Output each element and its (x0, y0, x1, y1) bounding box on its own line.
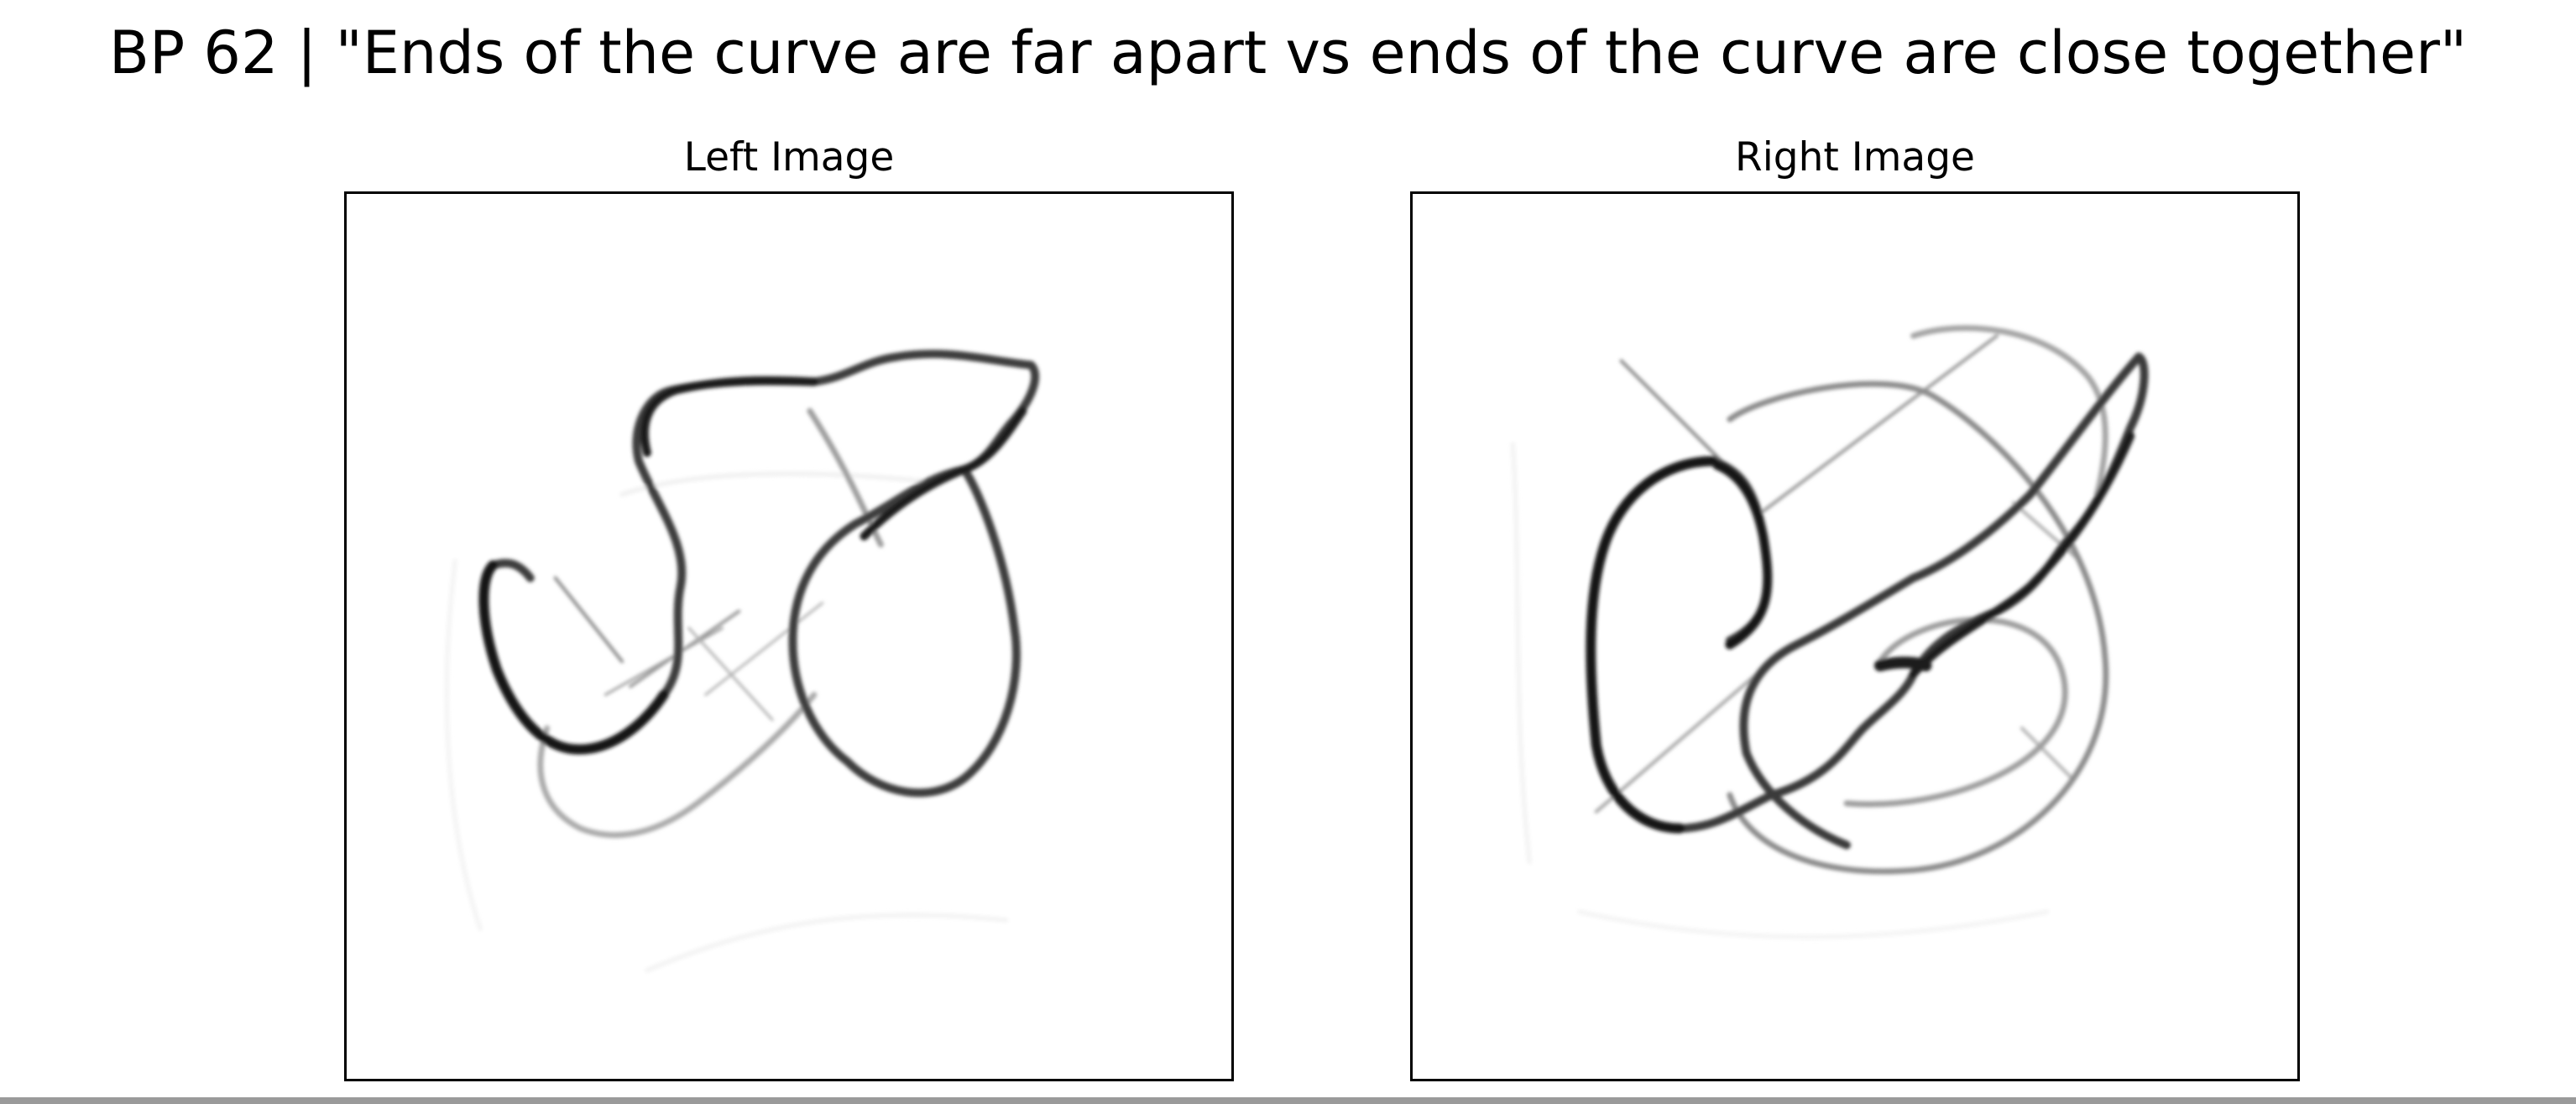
grey-stroke-4 (2011, 500, 2082, 563)
faint-stroke-2 (1576, 909, 2050, 939)
left-image-panel (344, 191, 1234, 1081)
main-curve (479, 349, 1040, 798)
left-panel-title: Left Image (683, 134, 895, 181)
figure-title: BP 62 | "Ends of the curve are far apart… (108, 18, 2468, 87)
grey-stroke-7 (537, 692, 818, 839)
main-curve (1586, 352, 2149, 850)
dark-segment-1 (478, 560, 669, 755)
grey-loop-2 (1843, 616, 2068, 808)
bottom-edge-bar (0, 1097, 2576, 1104)
curve-end-blob (1873, 657, 1932, 672)
left-curve-drawing (444, 349, 1040, 973)
faint-stroke-1 (1510, 442, 1533, 865)
right-panel-title: Right Image (1735, 134, 1975, 181)
grey-stroke-5 (704, 601, 824, 697)
grey-stroke-6 (807, 408, 884, 548)
dark-segment-1 (1586, 456, 1718, 834)
faint-stroke-3 (444, 558, 483, 932)
grey-stroke-3 (1594, 659, 1774, 814)
dark-segment-3 (1909, 432, 2135, 678)
dark-segment-2 (640, 376, 818, 458)
grey-stroke-3 (604, 626, 724, 697)
right-curve-drawing (1510, 325, 2149, 939)
right-image-panel (1410, 191, 2300, 1081)
grey-loop-3 (1910, 325, 2108, 498)
grey-stroke-5 (2020, 726, 2074, 781)
grey-stroke-2 (1761, 334, 1999, 513)
faint-stroke-2 (644, 912, 1009, 973)
dark-segment-3 (860, 406, 1027, 541)
dark-segment-2 (1712, 460, 1773, 650)
grey-loop-1 (1727, 380, 2109, 875)
grey-stroke-1 (553, 576, 624, 663)
faint-stroke-1 (619, 471, 934, 497)
